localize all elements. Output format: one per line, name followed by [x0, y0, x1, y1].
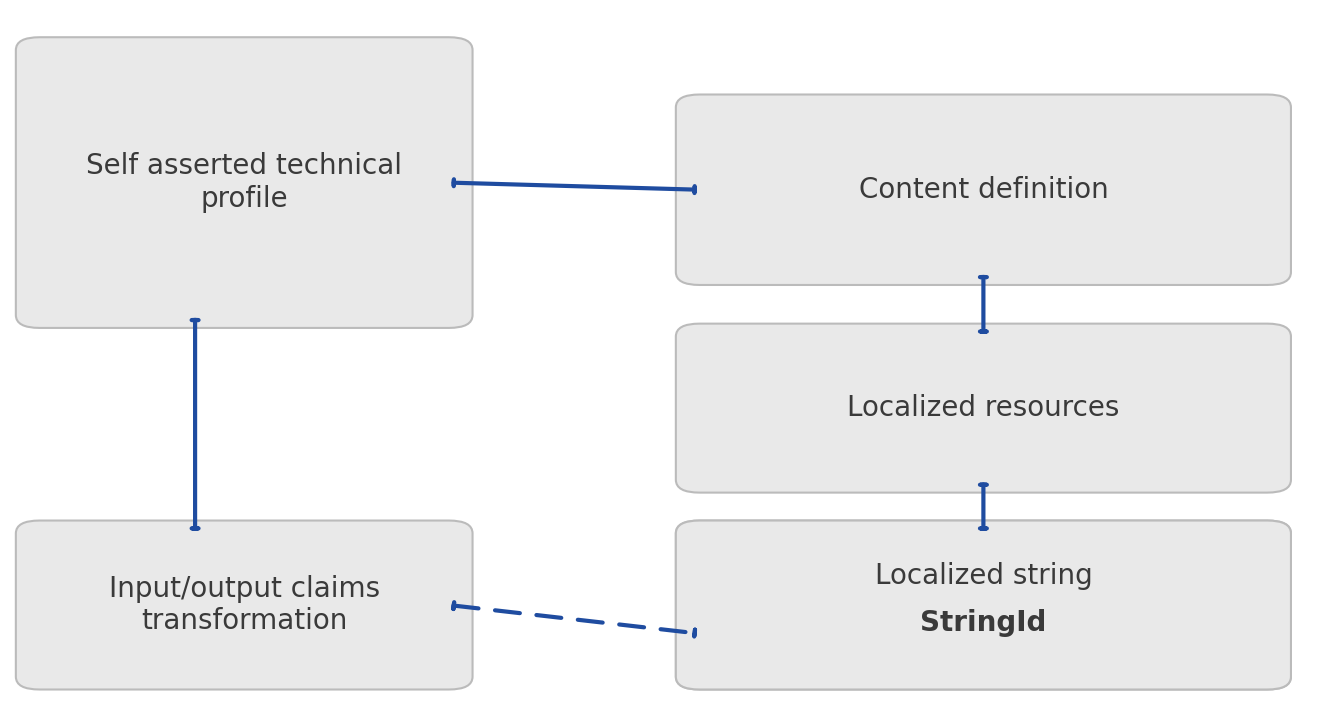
Text: Input/output claims
transformation: Input/output claims transformation — [108, 575, 380, 635]
FancyBboxPatch shape — [16, 37, 473, 328]
FancyBboxPatch shape — [16, 521, 473, 690]
Text: StringId: StringId — [920, 609, 1047, 637]
Text: Localized string: Localized string — [875, 562, 1092, 591]
Text: Localized resources: Localized resources — [847, 394, 1119, 422]
Text: Content definition: Content definition — [858, 175, 1109, 204]
Text: StringId: StringId — [920, 609, 1047, 637]
FancyBboxPatch shape — [676, 521, 1291, 690]
Text: Localized string: Localized string — [875, 562, 1092, 591]
Text: Self asserted technical
profile: Self asserted technical profile — [86, 153, 403, 213]
Text: Localized string: Localized string — [875, 591, 1092, 619]
FancyBboxPatch shape — [676, 95, 1291, 285]
FancyBboxPatch shape — [676, 521, 1291, 690]
FancyBboxPatch shape — [676, 324, 1291, 493]
